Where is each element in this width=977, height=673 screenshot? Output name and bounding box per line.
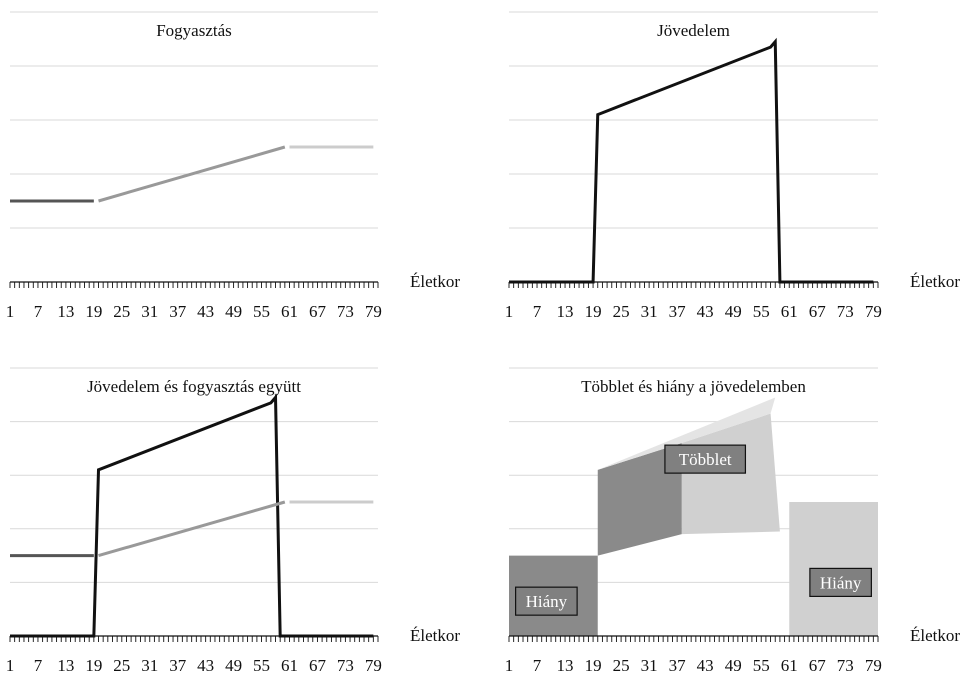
annotation-label: Hiány (820, 573, 862, 592)
x-tick-label: 13 (557, 656, 574, 673)
annotation-box (515, 586, 578, 616)
x-tick-label: 67 (809, 656, 827, 673)
x-tick-label: 19 (585, 302, 602, 321)
area-region (597, 443, 682, 556)
area-region (597, 397, 776, 470)
x-tick-label: 43 (697, 656, 714, 673)
x-tick-label: 49 (725, 656, 742, 673)
x-tick-label: 43 (197, 302, 214, 321)
x-tick-label: 55 (753, 302, 770, 321)
chart-title: Többlet és hiány a jövedelemben (581, 377, 806, 396)
x-tick-label: 61 (281, 656, 298, 673)
x-axis-ticks (9, 282, 379, 288)
chart-panel-4: 1 7 13 19 25 31 37 43 49 55 61 67 73 79 Életkor Többlet… (505, 367, 960, 673)
x-tick-label: 67 (809, 302, 827, 321)
x-tick-label: 31 (641, 656, 658, 673)
x-tick-label: 25 (113, 656, 130, 673)
x-tick-label: 13 (57, 656, 74, 673)
x-tick-label: 73 (837, 302, 854, 321)
x-tick-label: 25 (613, 656, 630, 673)
x-tick-label: 79 (865, 302, 882, 321)
chart-panel-1: 1 7 13 19 25 31 37 43 49 55 61 67 73 79 Életkor Fogyasz… (6, 11, 460, 321)
series-line (509, 37, 874, 284)
x-tick-label: 49 (225, 656, 242, 673)
x-tick-label: 55 (753, 656, 770, 673)
x-tick-label: 37 (669, 302, 687, 321)
x-tick-label: 61 (281, 302, 298, 321)
x-tick-label: 1 (505, 656, 514, 673)
x-tick-label: 7 (533, 302, 542, 321)
x-tick-label: 49 (725, 302, 742, 321)
x-tick-label: 1 (505, 302, 514, 321)
x-tick-label: 19 (85, 656, 102, 673)
x-axis-label: Életkor (410, 272, 460, 291)
x-axis-ticks (9, 636, 379, 642)
series-line (98, 145, 286, 203)
x-tick-label: 79 (865, 656, 882, 673)
x-tick-label: 67 (309, 656, 327, 673)
x-tick-label: 37 (669, 656, 687, 673)
x-tick-label: 73 (337, 656, 354, 673)
chart-title: Jövedelem és fogyasztás együtt (87, 377, 301, 396)
annotation-label: Hiány (526, 592, 568, 611)
x-axis-ticks (508, 282, 879, 288)
chart-panel-2: 1 7 13 19 25 31 37 43 49 55 61 67 73 79 Életkor Jövedel… (505, 11, 960, 321)
x-tick-label: 37 (169, 656, 187, 673)
x-tick-label: 43 (697, 302, 714, 321)
x-tick-label: 37 (169, 302, 187, 321)
x-axis-label: Életkor (910, 272, 960, 291)
x-tick-label: 1 (6, 302, 15, 321)
x-tick-label: 31 (141, 656, 158, 673)
x-tick-label: 13 (557, 302, 574, 321)
x-tick-label: 7 (533, 656, 542, 673)
x-tick-label: 61 (781, 302, 798, 321)
annotation-label: Többlet (679, 450, 732, 469)
chart-panel-3: 1 7 13 19 25 31 37 43 49 55 61 67 73 79 Életkor Jövedel… (6, 367, 460, 673)
area-region (681, 413, 780, 535)
x-tick-label: 25 (113, 302, 130, 321)
x-axis-label: Életkor (910, 626, 960, 645)
annotation-box (809, 567, 872, 598)
annotation-box (664, 444, 747, 474)
x-axis-label: Életkor (410, 626, 460, 645)
x-tick-label: 79 (365, 302, 382, 321)
x-tick-label: 55 (253, 656, 270, 673)
x-tick-label: 19 (585, 656, 602, 673)
x-tick-label: 73 (337, 302, 354, 321)
x-tick-label: 43 (197, 656, 214, 673)
x-tick-label: 7 (34, 656, 43, 673)
chart-title: Fogyasztás (156, 21, 232, 40)
x-axis-ticks (508, 636, 879, 642)
x-tick-label: 55 (253, 302, 270, 321)
x-tick-label: 25 (613, 302, 630, 321)
x-tick-label: 31 (141, 302, 158, 321)
x-tick-label: 79 (365, 656, 382, 673)
series-line (10, 393, 374, 638)
series-line (98, 500, 286, 558)
chart-title: Jövedelem (657, 21, 730, 40)
x-tick-label: 61 (781, 656, 798, 673)
x-tick-label: 31 (641, 302, 658, 321)
x-tick-label: 19 (85, 302, 102, 321)
x-tick-label: 67 (309, 302, 327, 321)
x-tick-label: 7 (34, 302, 43, 321)
x-tick-label: 1 (6, 656, 15, 673)
x-tick-label: 49 (225, 302, 242, 321)
x-tick-label: 73 (837, 656, 854, 673)
x-tick-label: 13 (57, 302, 74, 321)
